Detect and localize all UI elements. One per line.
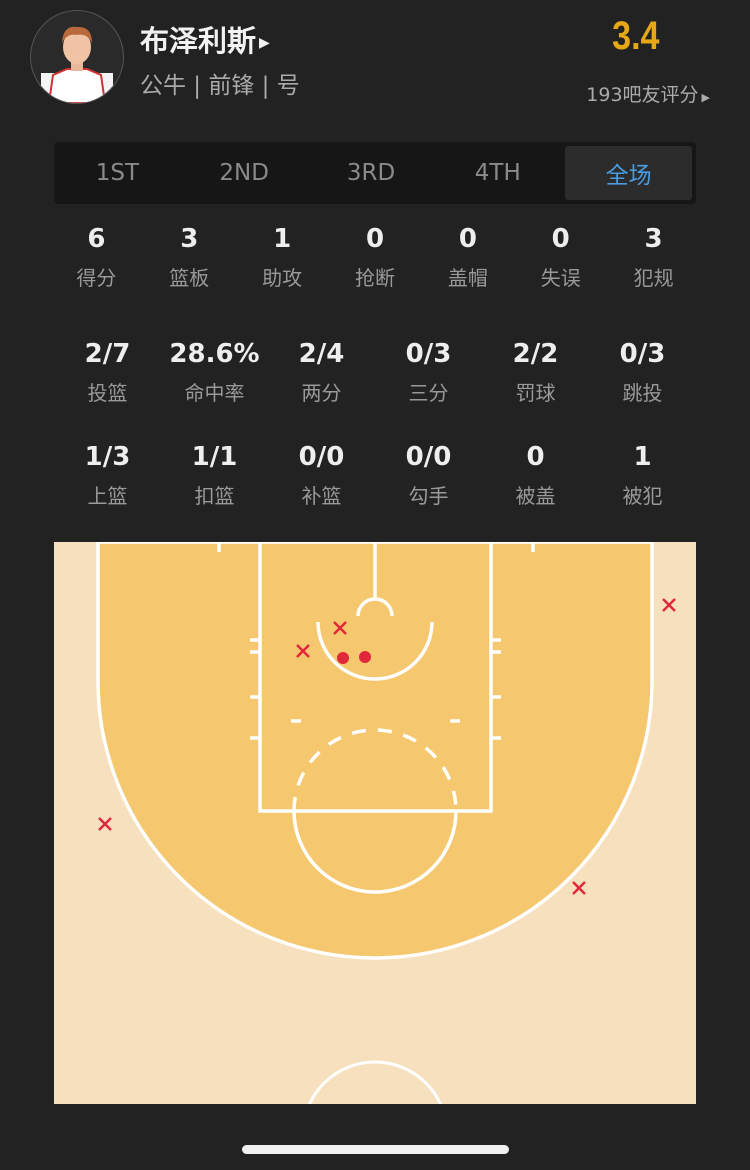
player-avatar[interactable] — [30, 10, 124, 104]
stat-value: 1 — [273, 224, 292, 254]
stat-basic-1: 3 篮板 — [143, 224, 236, 291]
tab-2nd[interactable]: 2ND — [219, 160, 269, 186]
tab-full-game[interactable]: 全场 — [565, 146, 692, 200]
stat-types-0: 1/3 上篮 — [54, 442, 161, 509]
shot-chart-court — [54, 542, 696, 1104]
stat-shooting-1: 28.6% 命中率 — [161, 339, 268, 406]
stat-label: 盖帽 — [447, 266, 488, 290]
stat-label: 得分 — [76, 266, 117, 290]
three-point-line — [96, 542, 654, 960]
stat-types-4: 0 被盖 — [482, 442, 589, 509]
shot-made-marker — [359, 651, 371, 663]
basic-stats-row: 6 得分 3 篮板 1 助攻 0 抢断 0 盖帽 0 失误 3 犯规 — [50, 224, 700, 291]
stat-label: 失误 — [540, 266, 581, 290]
stat-label: 扣篮 — [194, 484, 235, 508]
shot-missed-marker — [572, 881, 586, 895]
stat-label: 补篮 — [301, 484, 342, 508]
stat-value: 2/2 — [512, 339, 559, 369]
stat-label: 助攻 — [262, 266, 303, 290]
player-info: 公牛 | 前锋 | 号 — [140, 73, 300, 99]
center-circle — [307, 1060, 443, 1104]
period-tabs: 1ST 2ND 3RD 4TH 全场 — [54, 142, 696, 204]
stat-types-3: 0/0 勾手 — [375, 442, 482, 509]
stat-value: 0 — [458, 224, 477, 254]
shot-missed-marker — [296, 644, 310, 658]
stat-label: 两分 — [301, 381, 342, 405]
stat-value: 1/3 — [84, 442, 131, 472]
stat-basic-4: 0 盖帽 — [421, 224, 514, 291]
free-throw-circle — [292, 810, 458, 894]
shot-missed-marker — [333, 621, 347, 635]
player-rating: 3.4 — [612, 14, 660, 58]
rating-votes-link[interactable]: 193吧友评分 ▶ — [586, 80, 710, 107]
rim — [356, 597, 394, 617]
stat-value: 0/0 — [405, 442, 452, 472]
stat-label: 命中率 — [184, 381, 245, 405]
stat-value: 28.6% — [169, 339, 260, 369]
stat-label: 被犯 — [622, 484, 663, 508]
tab-3rd[interactable]: 3RD — [346, 160, 396, 186]
stat-value: 0/3 — [405, 339, 452, 369]
stat-basic-5: 0 失误 — [514, 224, 607, 291]
stat-value: 1/1 — [191, 442, 238, 472]
tab-1st[interactable]: 1ST — [95, 160, 140, 186]
play-arrow-icon: ▶ — [259, 35, 270, 51]
stat-label: 被盖 — [515, 484, 556, 508]
stat-label: 勾手 — [408, 484, 449, 508]
stat-value: 2/4 — [298, 339, 345, 369]
stat-value: 0/0 — [298, 442, 345, 472]
stat-label: 犯规 — [633, 266, 674, 290]
free-throw-circle-dashed — [292, 728, 458, 812]
player-name-text: 布泽利斯 — [140, 24, 257, 58]
tab-4th[interactable]: 4TH — [474, 160, 521, 186]
stat-label: 投篮 — [87, 381, 128, 405]
shooting-stats-row: 2/7 投篮 28.6% 命中率 2/4 两分 0/3 三分 2/2 罚球 0/3 跳投 — [54, 339, 696, 406]
stat-types-1: 1/1 扣篮 — [161, 442, 268, 509]
stat-label: 三分 — [408, 381, 449, 405]
lane — [258, 542, 493, 813]
stat-label: 篮板 — [169, 266, 210, 290]
restricted-area — [316, 621, 434, 681]
player-name[interactable]: 布泽利斯 ▶ — [140, 18, 270, 60]
stat-label: 跳投 — [622, 381, 663, 405]
stat-value: 3 — [644, 224, 663, 254]
shot-missed-marker — [98, 817, 112, 831]
play-arrow-icon: ▶ — [701, 91, 710, 104]
stat-basic-0: 6 得分 — [50, 224, 143, 291]
shot-type-stats-row: 1/3 上篮 1/1 扣篮 0/0 补篮 0/0 勾手 0 被盖 1 被犯 — [54, 442, 696, 509]
stat-value: 0 — [551, 224, 570, 254]
stat-value: 6 — [87, 224, 106, 254]
votes-text: 193吧友评分 — [586, 84, 699, 106]
stat-basic-3: 0 抢断 — [329, 224, 422, 291]
stat-types-2: 0/0 补篮 — [268, 442, 375, 509]
stat-label: 上篮 — [87, 484, 128, 508]
stat-value: 0 — [526, 442, 545, 472]
stat-basic-6: 3 犯规 — [607, 224, 700, 291]
stat-value: 3 — [180, 224, 199, 254]
stat-label: 罚球 — [515, 381, 556, 405]
stat-types-5: 1 被犯 — [589, 442, 696, 509]
stat-shooting-2: 2/4 两分 — [268, 339, 375, 406]
stat-shooting-5: 0/3 跳投 — [589, 339, 696, 406]
stat-value: 2/7 — [84, 339, 131, 369]
stat-basic-2: 1 助攻 — [236, 224, 329, 291]
shot-missed-marker — [662, 598, 676, 612]
home-indicator[interactable] — [242, 1145, 509, 1154]
player-photo — [41, 26, 113, 103]
lane-hash-marks — [217, 542, 535, 740]
stat-shooting-0: 2/7 投篮 — [54, 339, 161, 406]
stat-shooting-3: 0/3 三分 — [375, 339, 482, 406]
stat-label: 抢断 — [355, 266, 395, 290]
stat-value: 1 — [633, 442, 652, 472]
stat-value: 0 — [365, 224, 385, 254]
stat-shooting-4: 2/2 罚球 — [482, 339, 589, 406]
shot-made-marker — [337, 652, 349, 664]
stat-value: 0/3 — [619, 339, 666, 369]
